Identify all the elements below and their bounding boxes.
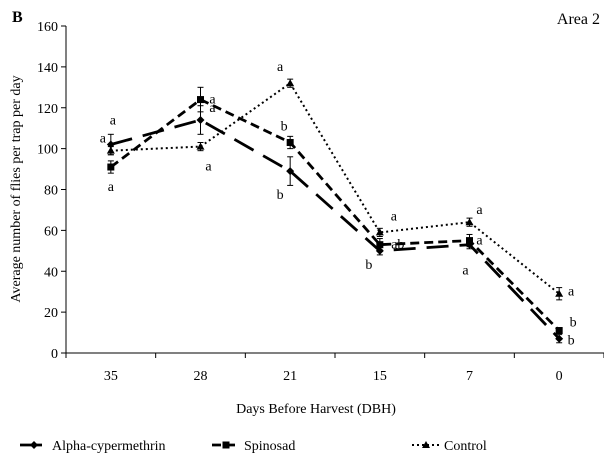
significance-letter: a xyxy=(110,114,117,129)
legend-marker xyxy=(222,441,230,449)
y-tick-label: 160 xyxy=(37,20,58,35)
data-point xyxy=(555,327,563,335)
legend-item: Spinosad xyxy=(212,439,295,454)
significance-letter: b xyxy=(281,119,288,134)
significance-letter: a xyxy=(277,60,284,75)
significance-letter: a xyxy=(476,234,483,249)
series-control xyxy=(106,78,564,301)
y-axis-title: Average number of flies per trap per day xyxy=(9,75,24,302)
significance-letter: b xyxy=(365,258,372,273)
significance-letter: a xyxy=(476,203,483,218)
series-line xyxy=(109,97,561,332)
data-point xyxy=(555,289,564,297)
series-spinosad xyxy=(107,86,563,335)
significance-letter: b xyxy=(277,188,284,203)
y-tick-label: 120 xyxy=(37,102,58,117)
data-point xyxy=(286,138,294,146)
x-tick-label: 28 xyxy=(194,369,208,384)
y-tick-label: 20 xyxy=(44,306,58,321)
significance-letter: a xyxy=(391,209,398,224)
data-point xyxy=(286,167,295,176)
legend-marker xyxy=(422,441,430,448)
legend-item: Control xyxy=(412,439,487,454)
series-alpha-cypermethrin xyxy=(106,105,564,344)
data-point xyxy=(196,142,205,150)
significance-letter: a xyxy=(462,264,469,279)
significance-letter: a xyxy=(568,285,575,300)
significance-letter: a xyxy=(209,93,216,108)
data-point xyxy=(465,218,474,226)
legend-item: Alpha-cypermethrin xyxy=(20,439,166,454)
significance-letter: a xyxy=(100,132,107,147)
data-point xyxy=(466,237,473,245)
x-tick-label: 15 xyxy=(373,369,387,384)
y-tick-label: 40 xyxy=(44,265,58,280)
legend-label: Control xyxy=(444,439,487,454)
legend-label: Spinosad xyxy=(244,439,295,454)
data-point xyxy=(375,228,384,236)
panel-label: B xyxy=(12,9,23,26)
significance-letter: a xyxy=(205,160,212,175)
significance-letter: b xyxy=(570,316,577,331)
x-tick-label: 21 xyxy=(283,369,297,384)
significance-letter: b xyxy=(568,334,575,349)
x-tick-label: 7 xyxy=(466,369,473,384)
data-point xyxy=(376,241,384,249)
data-point xyxy=(555,334,564,343)
significance-letter: ab xyxy=(391,238,404,253)
data-point xyxy=(106,146,115,154)
data-point xyxy=(196,116,205,125)
significance-letter: a xyxy=(108,180,115,195)
x-axis-title: Days Before Harvest (DBH) xyxy=(236,402,396,417)
y-tick-label: 60 xyxy=(44,224,58,239)
data-point xyxy=(197,96,204,104)
series-line xyxy=(110,118,561,340)
legend-marker xyxy=(30,441,38,449)
legend: Alpha-cypermethrin Spinosad Control xyxy=(20,439,487,454)
x-tick-label: 35 xyxy=(104,369,118,384)
series-group xyxy=(106,78,564,344)
y-tick-label: 0 xyxy=(51,347,58,362)
y-tick-label: 140 xyxy=(37,61,58,76)
axes: 0 20 40 60 80 100 120 140 160 35 28 21 15 7 0 xyxy=(37,20,604,384)
series-line xyxy=(110,81,560,295)
y-tick-label: 100 xyxy=(37,143,58,158)
legend-label: Alpha-cypermethrin xyxy=(52,439,166,454)
y-tick-label: 80 xyxy=(44,184,58,199)
significance-letter: a xyxy=(209,101,216,116)
chart-title: Area 2 xyxy=(557,11,600,28)
data-point xyxy=(286,79,295,87)
data-point xyxy=(107,163,115,171)
x-tick-label: 0 xyxy=(556,369,563,384)
